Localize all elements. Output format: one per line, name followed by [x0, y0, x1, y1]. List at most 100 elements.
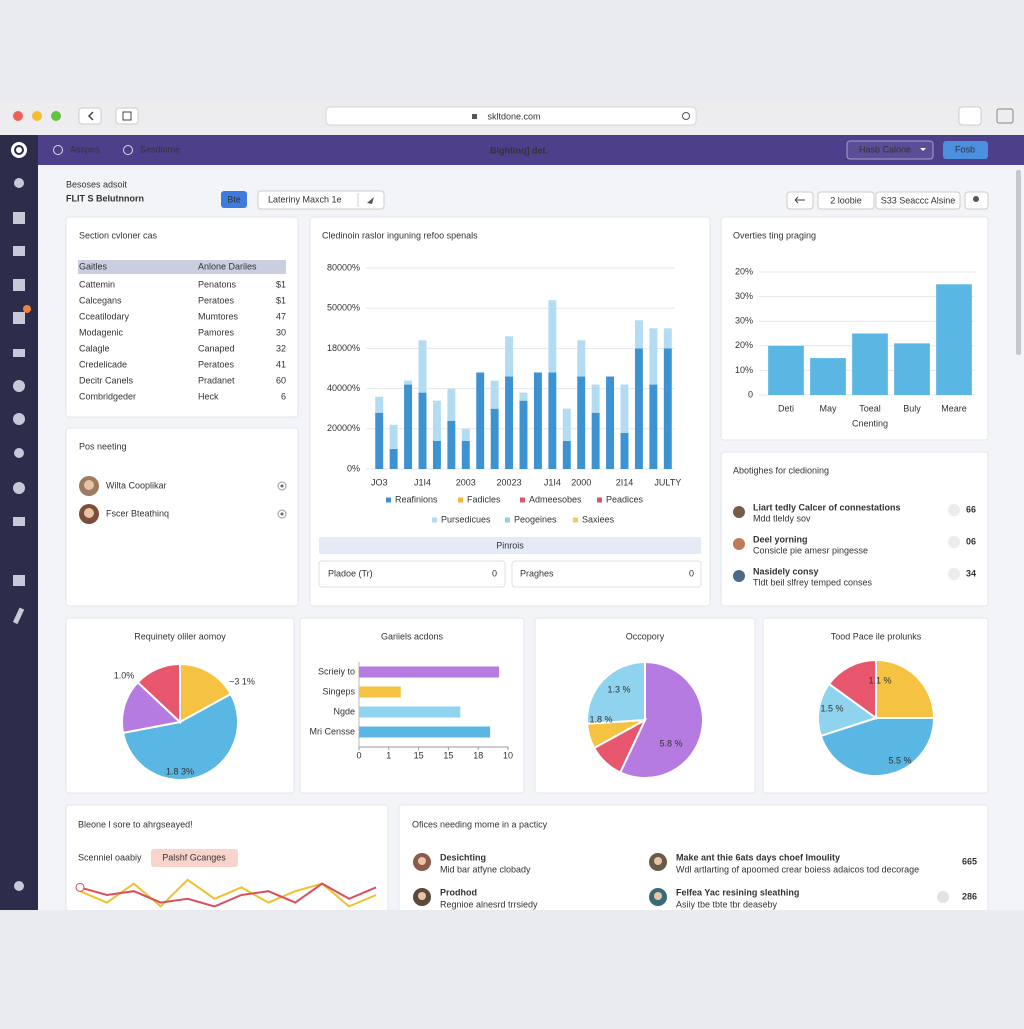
select [846, 140, 934, 160]
nav-item[interactable]: Sesdlome [140, 144, 180, 154]
sidebar-button[interactable] [996, 108, 1014, 124]
cell: Canaped [198, 343, 235, 353]
logo[interactable] [11, 142, 27, 158]
app-title: Bightinq] det. [490, 145, 548, 155]
cell: Heck [198, 391, 219, 401]
nav-icon[interactable] [13, 279, 25, 291]
bar [634, 348, 643, 469]
field-label[interactable]: Praghes [520, 568, 554, 578]
nav-item[interactable]: Asspes [70, 144, 100, 154]
pie-slice [618, 660, 704, 779]
nav-icon[interactable] [13, 517, 25, 526]
x-tick-label: 18 [473, 750, 483, 760]
bar [375, 396, 384, 413]
radio-dot [280, 484, 284, 488]
bar [577, 340, 586, 377]
nav-icon[interactable] [13, 212, 25, 224]
nav-icon [53, 145, 63, 155]
bar [490, 380, 499, 409]
min-dot[interactable] [32, 111, 42, 121]
item-subtitle: Regnioe alnesrd trrsiedy [440, 899, 538, 909]
reload-icon[interactable] [682, 112, 690, 120]
x-tick-label: 2I14 [616, 477, 634, 487]
slice-label: 1.1 % [868, 675, 891, 685]
cell: Calagle [79, 343, 110, 353]
cell: Credelicade [79, 359, 127, 369]
tabs-button[interactable] [115, 107, 139, 125]
nav-icon[interactable] [13, 575, 25, 586]
field-label[interactable]: Pladoe (Tr) [328, 568, 373, 578]
item-title: Deel yorning [753, 534, 808, 544]
chart-title: Tood Pace ile prolunks [831, 631, 922, 641]
action-label[interactable]: 2 loobie [830, 195, 862, 205]
nav-icon[interactable] [14, 448, 24, 458]
x-tick-label: 15 [443, 750, 453, 760]
panel-title: Abotighes for cledioning [733, 465, 829, 475]
bar [418, 340, 427, 393]
panel [299, 617, 525, 794]
nav-icon[interactable] [14, 881, 24, 891]
y-tick-label: Scrieiy to [318, 666, 355, 676]
panel-title: Section cvloner cas [79, 230, 158, 240]
bar [620, 384, 629, 433]
bar [404, 380, 413, 385]
legend-label: Pursedicues [441, 514, 491, 524]
slice-label: 5.8 % [659, 738, 682, 748]
bar [447, 420, 456, 469]
max-dot[interactable] [51, 111, 61, 121]
cell: 30 [276, 327, 286, 337]
action-button [875, 191, 961, 210]
item-subtitle: Mid bar atfyne clobady [440, 864, 531, 874]
item-title: Prodhod [440, 887, 477, 897]
avatar-face [418, 857, 426, 865]
nav-icon[interactable] [13, 413, 25, 425]
scrollbar[interactable] [1016, 170, 1021, 355]
x-tick-label: Meare [941, 403, 967, 413]
field [511, 560, 702, 588]
filter-chip-label[interactable]: Palshf Gcanges [162, 852, 226, 862]
avatar-face [654, 892, 662, 900]
x-tick-label: 2003 [456, 477, 476, 487]
action-label[interactable]: S33 Seaccc Alsine [881, 195, 956, 205]
bar [548, 300, 557, 373]
bar [505, 376, 514, 469]
nav-icon[interactable] [13, 380, 25, 392]
filter-chip [151, 849, 238, 867]
nav-icon[interactable] [12, 607, 25, 625]
y-tick-label: 30% [735, 316, 753, 326]
y-tick-label: 50000% [327, 303, 360, 313]
nav-icon[interactable] [13, 312, 25, 324]
bar [620, 432, 629, 469]
bar [519, 400, 528, 469]
bar [490, 408, 499, 469]
cell: Cattemin [79, 279, 115, 289]
x-tick-label: J1I4 [414, 477, 431, 487]
bar [476, 372, 485, 469]
x-tick-label: Toeal [859, 403, 881, 413]
share-button[interactable] [958, 106, 982, 126]
legend-swatch [573, 517, 578, 523]
nav-icon[interactable] [13, 246, 25, 256]
footer-label: Pinrois [496, 540, 524, 550]
bar [768, 345, 804, 395]
bar [418, 392, 427, 469]
date-label[interactable]: Lateriny Maxch 1e [268, 194, 342, 204]
close-dot[interactable] [13, 111, 23, 121]
select-label[interactable]: Hasb Calone [859, 144, 911, 154]
x-tick-label: Buly [903, 403, 921, 413]
bar [577, 376, 586, 469]
x-tick-label: May [819, 403, 837, 413]
nav-icon[interactable] [13, 349, 25, 357]
nav-icon[interactable] [14, 178, 24, 188]
x-tick-label: 15 [414, 750, 424, 760]
y-tick-label: 20% [735, 266, 753, 276]
url-bar[interactable] [325, 106, 697, 126]
slice-label: 1.8 % [589, 714, 612, 724]
button-label[interactable]: Fosb [955, 144, 975, 154]
panel [720, 451, 989, 607]
bar [606, 376, 615, 469]
cell: 47 [276, 311, 286, 321]
nav-icon[interactable] [13, 482, 25, 494]
back-icon [87, 111, 94, 121]
